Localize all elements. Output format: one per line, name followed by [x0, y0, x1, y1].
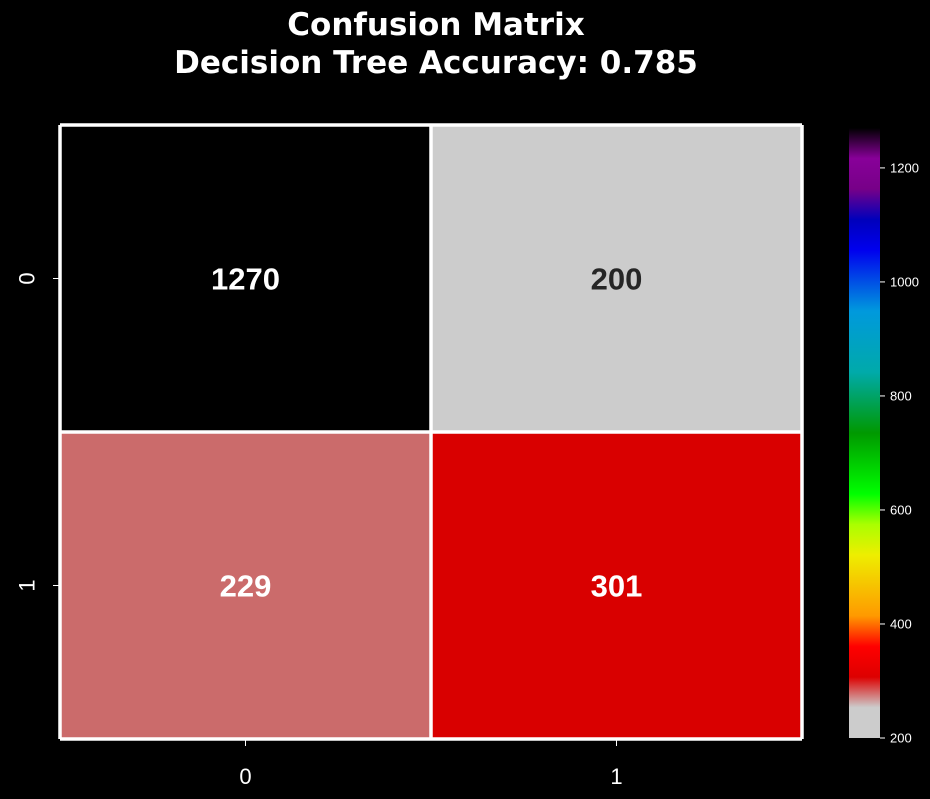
- cell-value-label-r0-c1: 200: [591, 262, 643, 297]
- colorbar-gradient: [849, 128, 880, 738]
- chart-title-line-2: Decision Tree Accuracy: 0.785: [174, 45, 698, 81]
- cell-value-label-r0-c0: 1270: [211, 262, 280, 297]
- heatmap-cells: [60, 125, 802, 739]
- colorbar: 200 400 600 800 1000 1200: [849, 128, 919, 746]
- heatmap-cell-r1-c1: [431, 432, 802, 739]
- colorbar-tick-label-4: 1000: [890, 274, 919, 289]
- x-tick-label-0: 0: [239, 764, 251, 789]
- y-tick-label-0: 0: [15, 272, 40, 284]
- heatmap-grid-lines: [58, 123, 804, 741]
- colorbar-tick-label-0: 200: [890, 731, 912, 746]
- x-tick-label-1: 1: [610, 764, 622, 789]
- cell-value-label-r1-c1: 301: [591, 569, 643, 604]
- colorbar-tick-label-5: 1200: [890, 160, 919, 175]
- heatmap-cell-r1-c0: [60, 432, 431, 739]
- colorbar-tick-label-1: 400: [890, 616, 912, 631]
- heatmap-cell-r0-c1: [431, 125, 802, 432]
- y-tick-label-1: 1: [15, 579, 40, 591]
- chart-title-line-1: Confusion Matrix: [287, 7, 585, 43]
- heatmap-annotations: 1270 200 229 301: [211, 262, 642, 604]
- heatmap-axes: 0 1 0 1: [15, 272, 623, 789]
- cell-value-label-r1-c0: 229: [220, 569, 272, 604]
- colorbar-tick-label-3: 800: [890, 388, 912, 403]
- heatmap-cell-r0-c0: [60, 125, 431, 432]
- colorbar-tick-label-2: 600: [890, 502, 912, 517]
